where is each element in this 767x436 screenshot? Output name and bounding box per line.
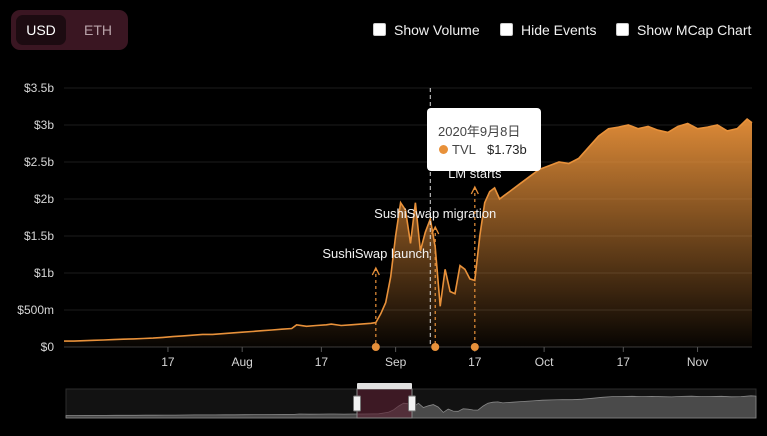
navigator-scrollbar bbox=[357, 383, 412, 389]
x-tick-label: Sep bbox=[385, 355, 407, 369]
navigator-window bbox=[356, 388, 413, 419]
x-tick-label: 17 bbox=[161, 355, 175, 369]
x-tick-label: Nov bbox=[687, 355, 708, 369]
x-tick-label: Aug bbox=[232, 355, 253, 369]
y-tick-label: $3b bbox=[34, 118, 54, 132]
navigator-handle bbox=[353, 395, 361, 412]
tooltip-series: TVL bbox=[452, 142, 476, 157]
y-tick-label: $3.5b bbox=[24, 81, 54, 95]
x-tick-label: 17 bbox=[617, 355, 631, 369]
y-axis: $0 $500m $1b $1.5b $2b $2.5b $3b $3.5b bbox=[17, 81, 54, 354]
x-tick-label: 17 bbox=[468, 355, 482, 369]
tooltip-value: $1.73b bbox=[487, 142, 527, 157]
y-tick-label: $2b bbox=[34, 192, 54, 206]
event-label: SushiSwap launch bbox=[322, 246, 429, 261]
arrow-up-icon bbox=[371, 266, 380, 276]
show-mcap-checkbox[interactable] bbox=[616, 23, 629, 36]
event-dot bbox=[431, 343, 440, 351]
show-volume-checkbox[interactable] bbox=[373, 23, 386, 36]
y-tick-label: $0 bbox=[41, 340, 55, 354]
hide-events-checkbox[interactable] bbox=[500, 23, 513, 36]
event-dot bbox=[470, 343, 479, 351]
x-tick-label: Oct bbox=[535, 355, 554, 369]
hide-events-label: Hide Events bbox=[521, 22, 597, 38]
y-tick-label: $2.5b bbox=[24, 155, 54, 169]
navigator-handle bbox=[408, 395, 416, 412]
x-axis: 17 Aug 17 Sep 17 Oct 17 Nov bbox=[161, 347, 708, 369]
y-tick-label: $500m bbox=[17, 303, 54, 317]
currency-toggle: USD ETH bbox=[11, 10, 128, 50]
event-label: SushiSwap migration bbox=[374, 206, 496, 221]
y-tick-label: $1.5b bbox=[24, 229, 54, 243]
navigator[interactable] bbox=[65, 383, 757, 419]
usd-toggle-button[interactable]: USD bbox=[16, 15, 66, 45]
tvl-line bbox=[64, 118, 753, 342]
x-tick-label: 17 bbox=[315, 355, 329, 369]
arrow-up-icon bbox=[431, 225, 440, 235]
tooltip: 2020年9月8日 TVL $1.73b bbox=[427, 108, 541, 171]
y-tick-label: $1b bbox=[34, 266, 54, 280]
tooltip-date: 2020年9月8日 bbox=[438, 124, 521, 139]
eth-toggle-button[interactable]: ETH bbox=[84, 22, 112, 38]
series-dot-icon bbox=[439, 145, 448, 154]
show-mcap-label: Show MCap Chart bbox=[637, 22, 752, 38]
show-volume-label: Show Volume bbox=[394, 22, 480, 38]
tvl-area bbox=[64, 119, 752, 347]
event-dot bbox=[371, 343, 380, 351]
arrow-up-icon bbox=[470, 185, 479, 195]
